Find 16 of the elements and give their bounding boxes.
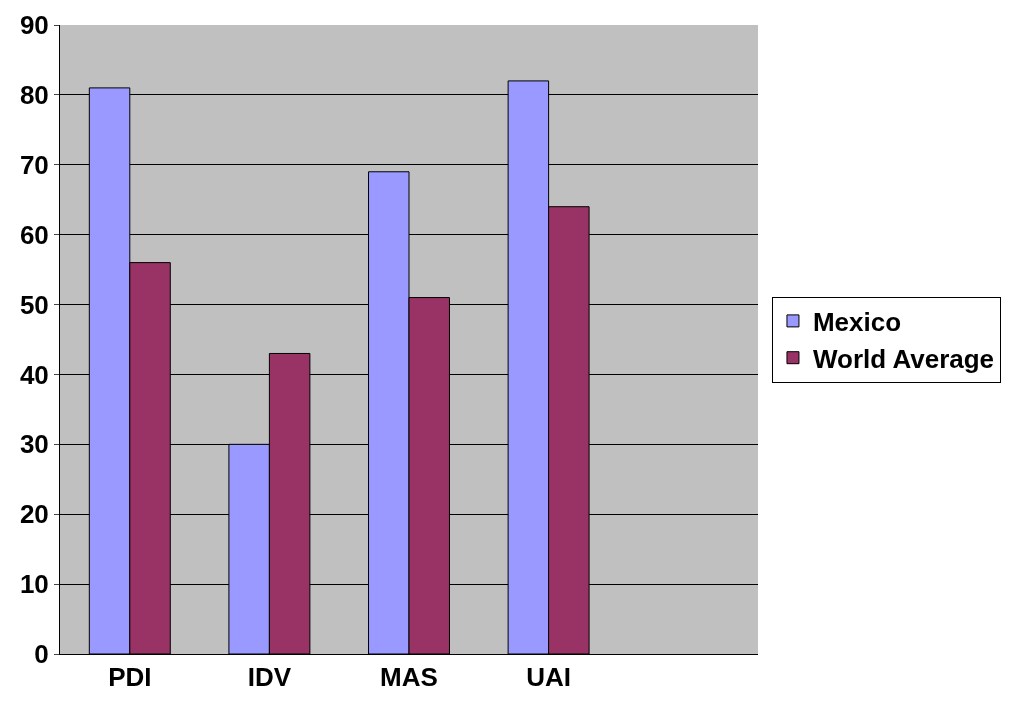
x-tick-label: UAI — [526, 662, 571, 693]
y-tick-label: 20 — [19, 499, 49, 530]
y-tick-label: 0 — [34, 639, 49, 670]
y-tick-label: 40 — [19, 359, 49, 390]
y-tick-label: 30 — [19, 429, 49, 460]
y-tick-label: 10 — [19, 569, 49, 600]
legend-label: World Average — [812, 343, 995, 374]
x-tick-label: PDI — [108, 662, 152, 693]
legend-label: Mexico — [812, 307, 902, 338]
x-tick-label: IDV — [247, 662, 292, 693]
y-tick-label: 50 — [19, 289, 49, 320]
y-tick-label: 90 — [19, 10, 49, 41]
x-tick-label: MAS — [380, 662, 438, 693]
y-tick-label: 60 — [19, 219, 49, 250]
y-tick-label: 70 — [19, 149, 49, 180]
y-tick-label: 80 — [19, 79, 49, 110]
